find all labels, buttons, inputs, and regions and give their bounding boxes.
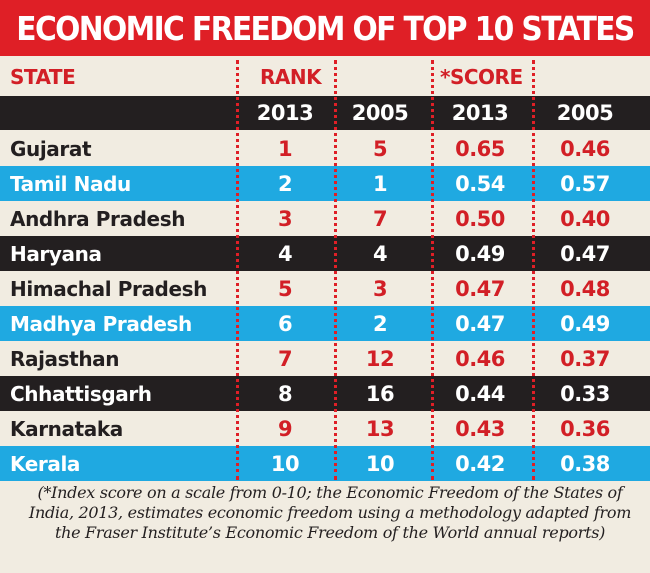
score-2005-cell: 0.37 xyxy=(560,346,610,371)
state-name: Himachal Pradesh xyxy=(10,276,207,301)
state-name: Tamil Nadu xyxy=(10,171,131,196)
column-divider xyxy=(431,60,434,480)
score-2005-cell: 0.36 xyxy=(560,416,610,441)
rank-2005-cell: 3 xyxy=(372,276,388,301)
footnote: (*Index score on a scale from 0-10; the … xyxy=(28,483,632,542)
table-row: Madhya Pradesh 6 2 0.47 0.49 xyxy=(0,306,650,341)
rank-2005-cell: 13 xyxy=(365,416,395,441)
score-2005-cell: 0.48 xyxy=(560,276,610,301)
table-row: Tamil Nadu 2 1 0.54 0.57 xyxy=(0,166,650,201)
score-2013-cell: 0.42 xyxy=(455,451,505,476)
rank-2005-cell: 7 xyxy=(372,206,388,231)
state-name: Haryana xyxy=(10,241,102,266)
page-title: ECONOMIC FREEDOM OF TOP 10 STATES xyxy=(0,0,650,56)
score-2013-cell: 0.47 xyxy=(455,276,505,301)
score-2005-cell: 0.46 xyxy=(560,136,610,161)
table-row: Karnataka 9 13 0.43 0.36 xyxy=(0,411,650,446)
table-row: Gujarat 1 5 0.65 0.46 xyxy=(0,131,650,166)
state-name: Karnataka xyxy=(10,416,123,441)
state-name: Chhattisgarh xyxy=(10,381,152,406)
score-2005-cell: 0.40 xyxy=(560,206,610,231)
score-2005-cell: 0.33 xyxy=(560,381,610,406)
rank-2013-header: 2013 xyxy=(256,101,314,125)
state-name: Rajasthan xyxy=(10,346,120,371)
rank-2005-header: 2005 xyxy=(351,101,409,125)
score-2005-cell: 0.57 xyxy=(560,171,610,196)
score-2013-cell: 0.46 xyxy=(455,346,505,371)
table-row: Himachal Pradesh 5 3 0.47 0.48 xyxy=(0,271,650,306)
score-2013-cell: 0.50 xyxy=(455,206,505,231)
rank-2005-cell: 10 xyxy=(365,451,395,476)
table-row: Kerala 10 10 0.42 0.38 xyxy=(0,446,650,481)
header-state: STATE xyxy=(10,65,76,89)
score-2013-cell: 0.44 xyxy=(455,381,505,406)
score-2005-cell: 0.38 xyxy=(560,451,610,476)
rank-2013-cell: 7 xyxy=(277,346,293,371)
rank-2005-cell: 16 xyxy=(365,381,395,406)
column-divider xyxy=(334,60,337,480)
year-header-row: 2013 2005 2013 2005 xyxy=(0,96,650,130)
score-2005-header: 2005 xyxy=(556,101,614,125)
table-row: Rajasthan 7 12 0.46 0.37 xyxy=(0,341,650,376)
score-2013-cell: 0.65 xyxy=(455,136,505,161)
rank-2013-cell: 3 xyxy=(277,206,293,231)
score-2013-cell: 0.54 xyxy=(455,171,505,196)
column-divider xyxy=(236,60,239,480)
state-name: Kerala xyxy=(10,451,81,476)
rank-2013-cell: 6 xyxy=(277,311,293,336)
page-title-text: ECONOMIC FREEDOM OF TOP 10 STATES xyxy=(16,8,635,48)
rank-2013-cell: 4 xyxy=(277,241,293,266)
table-row: Andhra Pradesh 3 7 0.50 0.40 xyxy=(0,201,650,236)
rank-2013-cell: 8 xyxy=(277,381,293,406)
header-score: *SCORE xyxy=(440,65,523,89)
rank-2013-cell: 1 xyxy=(277,136,293,161)
rank-2013-cell: 10 xyxy=(270,451,300,476)
score-2005-cell: 0.49 xyxy=(560,311,610,336)
rank-2005-cell: 2 xyxy=(372,311,388,336)
state-name: Madhya Pradesh xyxy=(10,311,192,336)
rank-2013-cell: 9 xyxy=(277,416,293,441)
score-2013-header: 2013 xyxy=(451,101,509,125)
table-row: Chhattisgarh 8 16 0.44 0.33 xyxy=(0,376,650,411)
state-name: Andhra Pradesh xyxy=(10,206,186,231)
score-2013-cell: 0.43 xyxy=(455,416,505,441)
rank-2005-cell: 4 xyxy=(372,241,388,266)
state-name: Gujarat xyxy=(10,136,92,161)
rank-2005-cell: 5 xyxy=(372,136,388,161)
rank-2013-cell: 5 xyxy=(277,276,293,301)
header-rank: RANK xyxy=(260,65,322,89)
column-divider xyxy=(532,60,535,480)
rank-2005-cell: 1 xyxy=(372,171,388,196)
table-row: Haryana 4 4 0.49 0.47 xyxy=(0,236,650,271)
rank-2005-cell: 12 xyxy=(365,346,395,371)
score-2013-cell: 0.49 xyxy=(455,241,505,266)
score-2005-cell: 0.47 xyxy=(560,241,610,266)
rank-2013-cell: 2 xyxy=(277,171,293,196)
score-2013-cell: 0.47 xyxy=(455,311,505,336)
